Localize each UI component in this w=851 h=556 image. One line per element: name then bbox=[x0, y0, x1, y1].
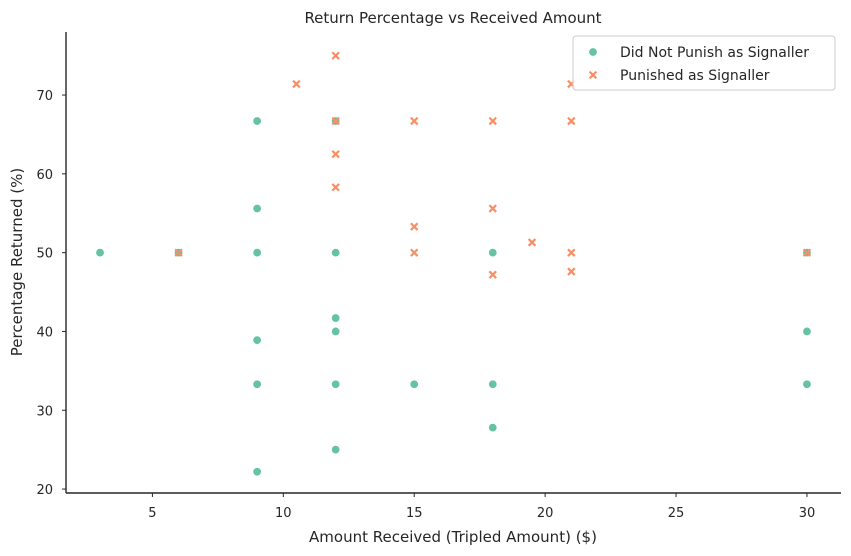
data-point bbox=[488, 270, 497, 279]
data-point bbox=[410, 248, 419, 257]
data-point bbox=[252, 467, 262, 477]
legend-marker bbox=[588, 70, 598, 80]
data-point bbox=[252, 247, 262, 258]
data-point bbox=[252, 116, 262, 126]
data-point bbox=[331, 149, 340, 159]
y-tick-label: 70 bbox=[36, 89, 53, 104]
data-point bbox=[488, 116, 497, 126]
data-point bbox=[252, 335, 262, 345]
data-point bbox=[330, 379, 341, 389]
data-point bbox=[567, 116, 576, 126]
data-point bbox=[330, 326, 341, 337]
data-point bbox=[802, 379, 812, 389]
series-1 bbox=[95, 116, 812, 477]
data-point bbox=[252, 203, 262, 214]
x-tick-label: 20 bbox=[537, 506, 554, 521]
data-point bbox=[488, 204, 497, 213]
data-point bbox=[488, 422, 498, 433]
data-point bbox=[802, 326, 812, 337]
data-point bbox=[174, 248, 183, 257]
data-point bbox=[95, 247, 105, 258]
data-point bbox=[527, 238, 537, 247]
y-axis-label: Percentage Returned (%) bbox=[8, 168, 26, 356]
x-tick-label: 5 bbox=[148, 506, 156, 521]
data-point bbox=[330, 247, 341, 258]
series-2 bbox=[174, 51, 812, 279]
data-point bbox=[410, 222, 419, 231]
chart-title: Return Percentage vs Received Amount bbox=[304, 9, 601, 27]
legend-frame bbox=[572, 35, 836, 91]
y-tick-label: 20 bbox=[36, 483, 53, 498]
data-point bbox=[488, 379, 498, 389]
y-tick-label: 60 bbox=[36, 168, 53, 183]
x-tick-label: 30 bbox=[799, 506, 816, 521]
x-axis-label: Amount Received (Tripled Amount) ($) bbox=[309, 528, 597, 546]
x-tick-label: 10 bbox=[275, 506, 292, 521]
legend-label: Did Not Punish as Signaller bbox=[620, 45, 809, 61]
data-point bbox=[331, 51, 340, 60]
legend-label: Punished as Signaller bbox=[620, 68, 770, 84]
plot-area bbox=[95, 51, 812, 477]
data-point bbox=[331, 116, 340, 126]
data-point bbox=[252, 379, 262, 389]
data-point bbox=[330, 313, 341, 323]
data-point bbox=[567, 267, 576, 276]
legend: Did Not Punish as Signaller Punished as S… bbox=[572, 35, 836, 91]
data-point bbox=[292, 79, 301, 89]
legend-marker bbox=[588, 47, 598, 57]
data-point bbox=[331, 183, 340, 192]
data-point bbox=[409, 379, 419, 389]
x-axis-ticks: 5 10 15 20 25 30 bbox=[148, 493, 815, 521]
data-point bbox=[488, 247, 498, 258]
y-tick-label: 40 bbox=[36, 325, 53, 340]
data-point bbox=[802, 248, 812, 257]
data-point bbox=[567, 248, 576, 257]
data-point bbox=[330, 444, 341, 455]
y-tick-label: 50 bbox=[36, 247, 53, 262]
y-axis-ticks: 20 30 40 50 60 70 bbox=[36, 89, 66, 498]
x-tick-label: 15 bbox=[406, 506, 423, 521]
y-tick-label: 30 bbox=[36, 404, 53, 419]
data-point bbox=[410, 116, 419, 126]
x-tick-label: 25 bbox=[668, 506, 685, 521]
